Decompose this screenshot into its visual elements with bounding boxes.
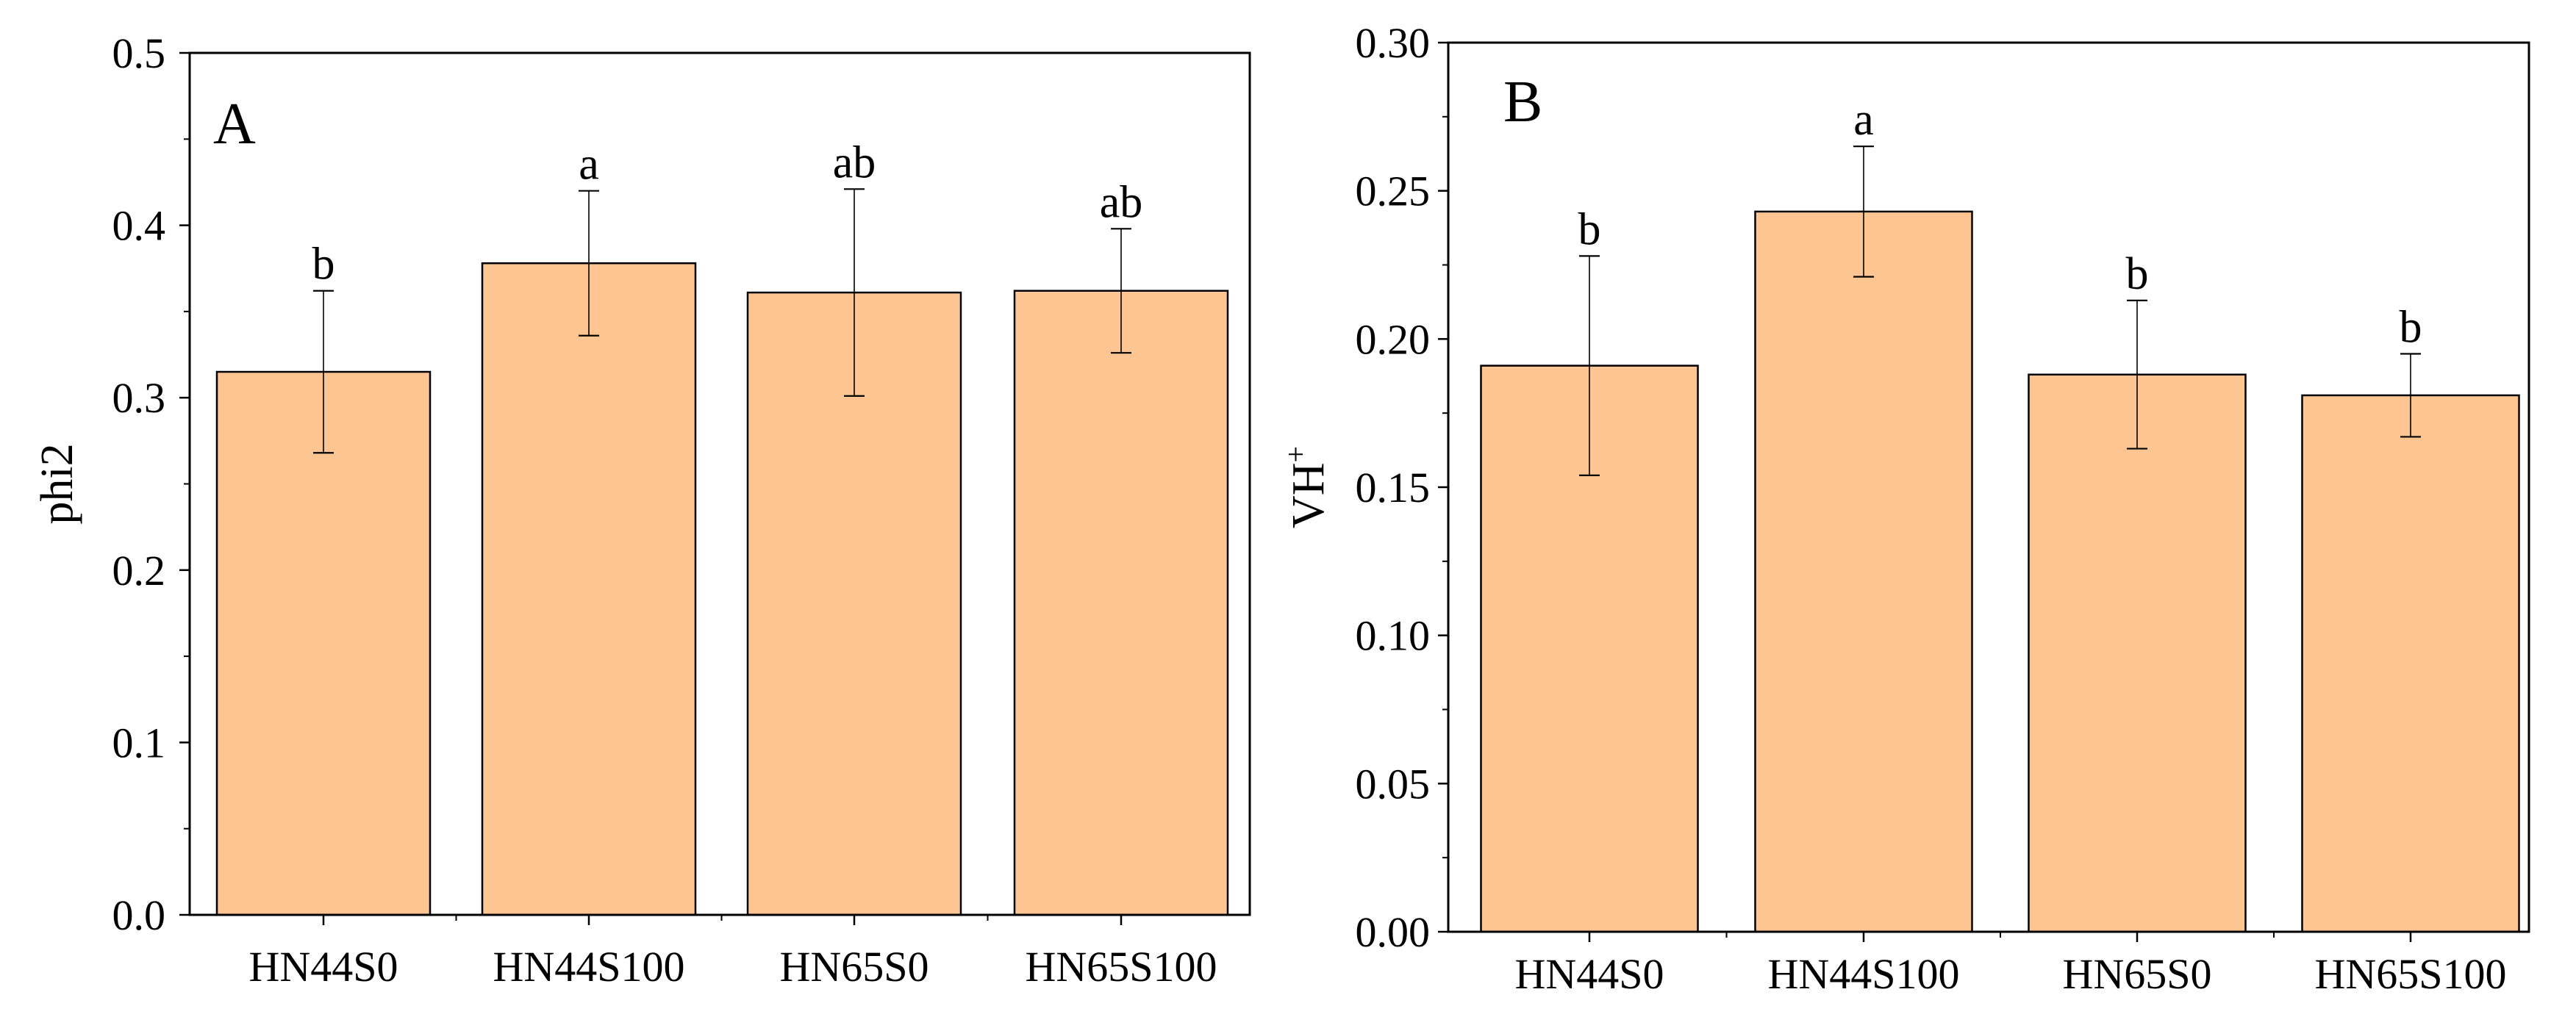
panel-a-significance-label: a: [579, 140, 599, 190]
panel-b-y-tick-label: 0.30: [1356, 19, 1431, 67]
panel-a-y-tick-label: 0.4: [112, 202, 166, 250]
panel-a-y-axis-label: phi2: [32, 443, 82, 524]
panel-b-y-tick-label: 0.25: [1356, 168, 1431, 215]
panel-b-bar-hn65s100: [2301, 394, 2520, 933]
panel-a-x-tick-label: HN44S0: [248, 943, 398, 991]
panel-b-x-tick-label: HN44S0: [1514, 950, 1664, 998]
panel-a-y-tick-label: 0.0: [112, 891, 166, 939]
panel-b-significance-label: a: [1853, 95, 1874, 145]
panel-a-error-bar: [844, 188, 865, 397]
panel-a-y-tick-label: 0.3: [112, 374, 166, 422]
panel-b-significance-label: b: [2400, 303, 2422, 353]
panel-b-significance-label: b: [2126, 249, 2149, 299]
panel-b-x-tick-label: HN65S100: [2314, 950, 2506, 998]
panel-b-error-bar: [2127, 299, 2147, 450]
panel-a-bar-hn44s100: [481, 262, 697, 916]
panel-b-plot-frame: [1447, 41, 2530, 933]
panel-b-x-tick-label: HN44S100: [1767, 950, 1959, 998]
panel-a-y-tick-label: 0.5: [112, 29, 166, 77]
panel-b-error-bar: [2400, 353, 2421, 438]
panel-a-error-bar: [313, 290, 334, 454]
panel-a-x-ticks: HN44S0 HN44S100 HN65S0 HN65S100: [248, 915, 1217, 991]
panel-a-bar-hn44s0: [215, 370, 432, 916]
panel-a-bar-hn65s100: [1013, 290, 1229, 916]
panel-b-error-bar: [1579, 255, 1600, 476]
panel-b-y-tick-label: 0.15: [1356, 464, 1431, 511]
panel-b-y-axis-label: VH+: [1279, 446, 1334, 528]
panel-a-significance-labels: b a ab ab: [312, 137, 1143, 289]
panel-a-x-tick-label: HN65S0: [779, 943, 929, 991]
panel-a-y-tick-label: 0.1: [112, 719, 166, 766]
panel-a-significance-label: ab: [833, 137, 876, 187]
panel-b-bar-hn44s100: [1754, 210, 1973, 933]
panel-b-chart: b a b b 0.00 0.05 0.10 0.15 0.20 0.25 0.30 HN44S0…: [1279, 19, 2530, 998]
panel-a-x-tick-label: HN65S100: [1025, 943, 1217, 991]
panel-a-significance-label: ab: [1100, 177, 1143, 227]
panel-b-x-ticks: HN44S0 HN44S100 HN65S0 HN65S100: [1514, 932, 2507, 998]
panel-b-y-ticks: 0.00 0.05 0.10 0.15 0.20 0.25 0.30: [1356, 19, 1448, 956]
panel-b-bar-hn65s0: [2028, 373, 2247, 933]
panel-a-plot-frame: [188, 51, 1251, 916]
panel-b-y-tick-label: 0.00: [1356, 908, 1431, 956]
panel-a-x-tick-label: HN44S100: [493, 943, 684, 991]
panel-b-bars: [1480, 210, 2520, 933]
panel-a-chart: b a ab ab 0.0 0.1 0.2 0.3 0.4 0.5 HN44S0 HN44S100…: [32, 29, 1251, 991]
panel-a-error-bar: [579, 190, 599, 337]
panel-b-y-tick-label: 0.05: [1356, 760, 1431, 808]
panel-b-y-tick-label: 0.20: [1356, 315, 1431, 363]
panel-a-panel-label: A: [213, 92, 256, 157]
panel-a-error-bars: [313, 188, 1131, 454]
panel-b-panel-label: B: [1503, 70, 1542, 134]
panel-b-significance-labels: b a b b: [1578, 95, 2422, 352]
panel-b-y-tick-label: 0.10: [1356, 612, 1431, 660]
panel-a-bars: [215, 262, 1229, 916]
panel-a-y-ticks: 0.0 0.1 0.2 0.3 0.4 0.5: [112, 29, 190, 939]
panel-b-error-bars: [1579, 145, 2421, 476]
panel-a-significance-label: b: [312, 240, 335, 290]
panel-b-error-bar: [1853, 145, 1874, 278]
panel-a-error-bar: [1111, 228, 1131, 354]
panel-a-y-tick-label: 0.2: [112, 547, 166, 594]
panel-b-significance-label: b: [1578, 204, 1601, 254]
panel-b-x-tick-label: HN65S0: [2062, 950, 2211, 998]
